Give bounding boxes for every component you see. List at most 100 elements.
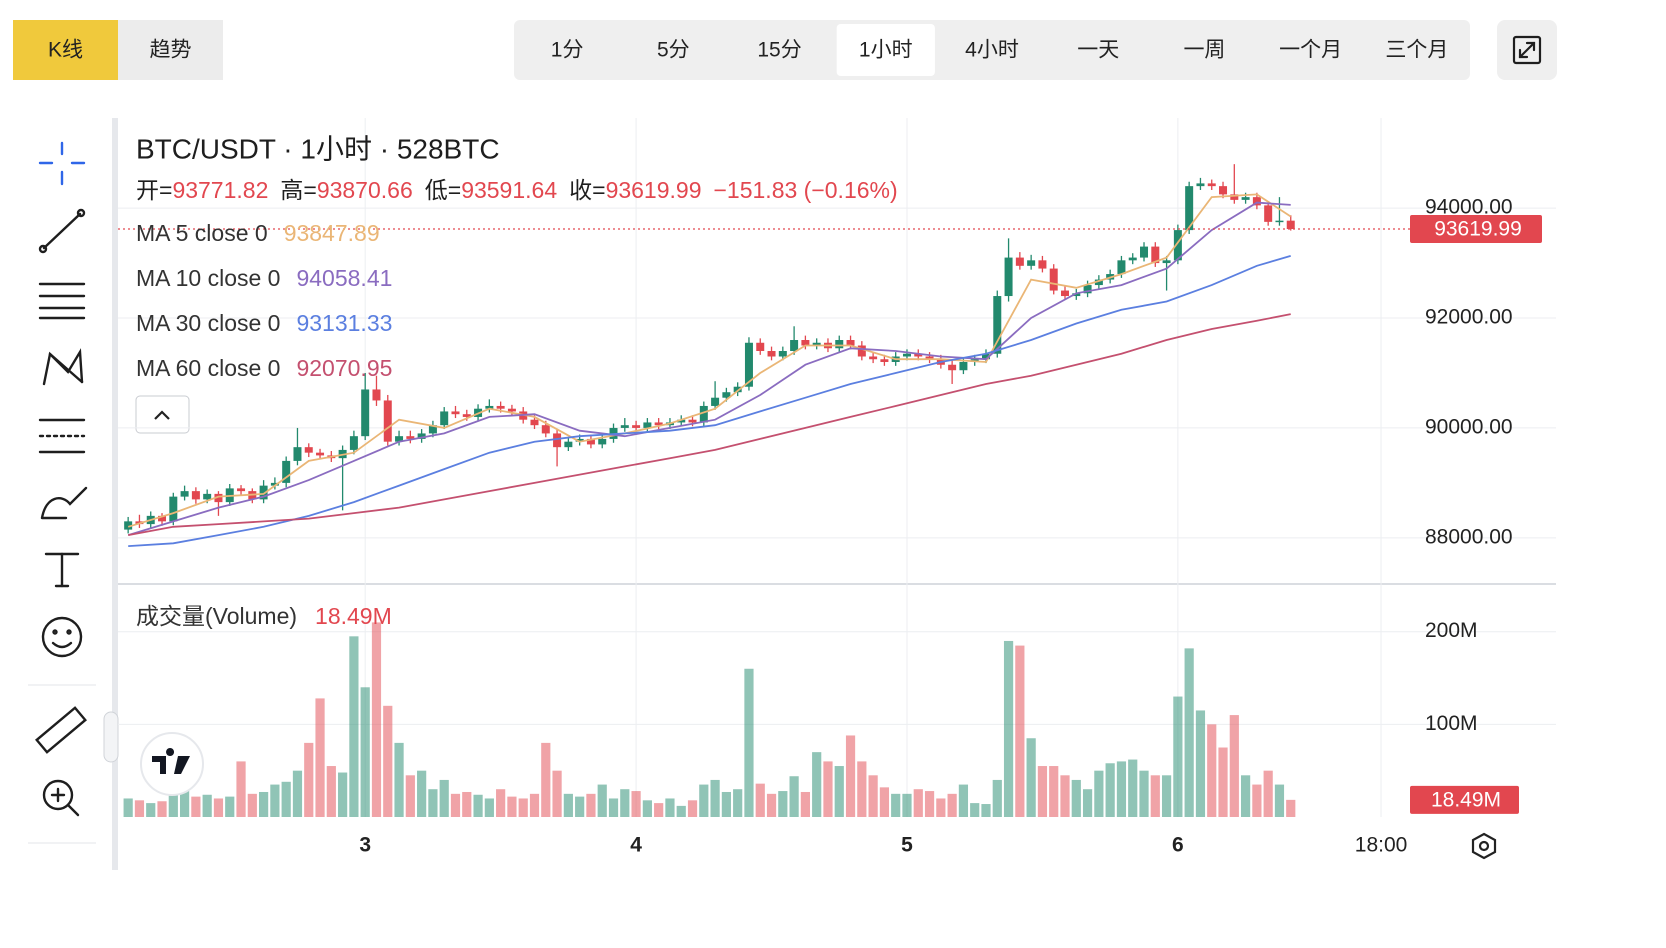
candle-body (846, 340, 855, 346)
volume-bar (1049, 766, 1059, 817)
interval-label[interactable]: 15分 (757, 39, 801, 62)
y-tick-label: 88000.00 (1425, 525, 1513, 548)
volume-bar (462, 791, 472, 817)
ohlc-value: 93771.82 (172, 177, 268, 203)
interval-label[interactable]: 一周 (1183, 39, 1225, 62)
volume-bar (766, 793, 777, 817)
candle-body (440, 411, 449, 426)
candle-body (383, 400, 392, 442)
candle-body (1241, 197, 1250, 200)
x-tick-label: 6 (1172, 834, 1184, 857)
interval-label[interactable]: 4小时 (965, 39, 1019, 62)
candle-body (1264, 205, 1273, 222)
legend-collapse[interactable] (135, 395, 190, 434)
candle-body (857, 345, 866, 357)
emoji-tool[interactable] (41, 616, 83, 658)
x-tick-label: 5 (901, 834, 913, 857)
volume-bar (778, 791, 788, 817)
mode-label: K线 (48, 39, 83, 62)
volume-bar (529, 793, 540, 817)
change-value: −151.83 (−0.16%) (714, 177, 898, 203)
candle-body (1252, 197, 1261, 206)
volume-bar (259, 791, 269, 817)
volume-bar (665, 798, 675, 817)
ma-name: MA 10 close 0 (136, 265, 280, 291)
volume-bar (1229, 715, 1239, 817)
line-tool[interactable] (38, 208, 86, 254)
interval-active (836, 24, 935, 76)
ma-line (127, 201, 1291, 536)
volume-bar (213, 798, 224, 817)
mode-label: 趋势 (150, 39, 192, 62)
interval-label[interactable]: 5分 (657, 39, 690, 62)
ma-name: MA 30 close 0 (136, 310, 280, 336)
logo (140, 732, 204, 796)
volume-bar (631, 791, 641, 817)
candle-body (1094, 279, 1103, 286)
candle-body (180, 491, 189, 497)
volume-bar (134, 800, 145, 817)
volume-bar (902, 793, 912, 817)
candle-body (790, 340, 799, 351)
last-volume-badge (1410, 785, 1519, 814)
volume-value: 18.49M (315, 603, 392, 629)
settings-icon[interactable] (1471, 832, 1497, 860)
volume-bar (891, 793, 901, 817)
ma-value: 93847.89 (284, 220, 380, 246)
candle-body (1162, 260, 1171, 264)
ma-name: MA 5 close 0 (136, 220, 268, 246)
ma-legend: MA 60 close 0 92070.95 (136, 355, 392, 381)
candle-body (1219, 186, 1228, 195)
fullscreen-icon (1512, 35, 1542, 65)
candle-body (564, 441, 573, 448)
candle-body (372, 389, 381, 401)
mode-button[interactable] (118, 20, 223, 80)
volume-bar (1015, 645, 1025, 817)
volume-bar (721, 791, 731, 817)
volume-bar (202, 794, 212, 817)
interval-label[interactable]: 一天 (1077, 39, 1119, 62)
ohlc-value: 93619.99 (606, 177, 702, 203)
ohlc-line: 开=93771.82 高=93870.66 低=93591.64 收=93619.99… (136, 177, 898, 203)
ma-line (127, 193, 1292, 528)
volume-bar (823, 761, 833, 817)
ruler-tool[interactable] (35, 706, 87, 754)
x-tick-label: 18:00 (1355, 834, 1408, 857)
interval-label[interactable]: 1小时 (859, 39, 913, 62)
volume-bar (1173, 696, 1183, 817)
interval-label[interactable]: 1分 (551, 39, 584, 62)
volume-bar (405, 775, 415, 817)
volume-bar (225, 796, 235, 817)
mode-button[interactable] (13, 20, 118, 80)
candle-body (981, 353, 990, 360)
pattern-tool[interactable] (42, 348, 84, 386)
candle-body (1173, 230, 1182, 261)
volume-bar (146, 803, 156, 817)
volume-bar (1060, 775, 1070, 817)
volume-bar (304, 742, 314, 817)
volume-bar (552, 770, 562, 817)
volume-bar (371, 622, 382, 817)
volume-bar (1207, 724, 1217, 817)
volume-bar (281, 781, 291, 817)
x-tick-label: 4 (630, 834, 642, 857)
crosshair-tool[interactable] (38, 141, 86, 186)
candle-body (598, 438, 607, 445)
volume-bar (270, 784, 280, 817)
zoom-tool[interactable] (42, 779, 80, 817)
candle-body (462, 414, 471, 417)
fib-tool[interactable] (38, 418, 86, 454)
brush-tool[interactable] (40, 486, 88, 520)
channel-tool[interactable] (38, 282, 86, 320)
volume-bar (507, 796, 517, 817)
volume-bar (834, 766, 844, 817)
interval-label[interactable]: 三个月 (1385, 39, 1448, 62)
volume-bar (360, 687, 370, 817)
collapse-handle[interactable] (103, 711, 119, 763)
interval-label[interactable]: 一个月 (1279, 39, 1342, 62)
ma-value: 92070.95 (296, 355, 392, 381)
candle-body (270, 482, 279, 486)
text-tool[interactable] (44, 552, 80, 588)
candle-body (1004, 257, 1013, 297)
